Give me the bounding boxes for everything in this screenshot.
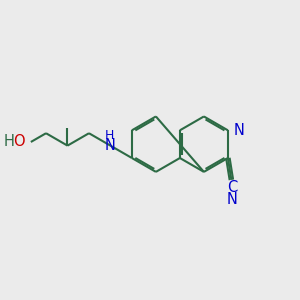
Text: O: O [13, 134, 25, 149]
Text: N: N [227, 192, 238, 207]
Text: C: C [227, 181, 238, 196]
Text: H: H [4, 134, 15, 149]
Text: H: H [104, 129, 114, 142]
Text: N: N [105, 138, 116, 153]
Text: N: N [233, 123, 244, 138]
